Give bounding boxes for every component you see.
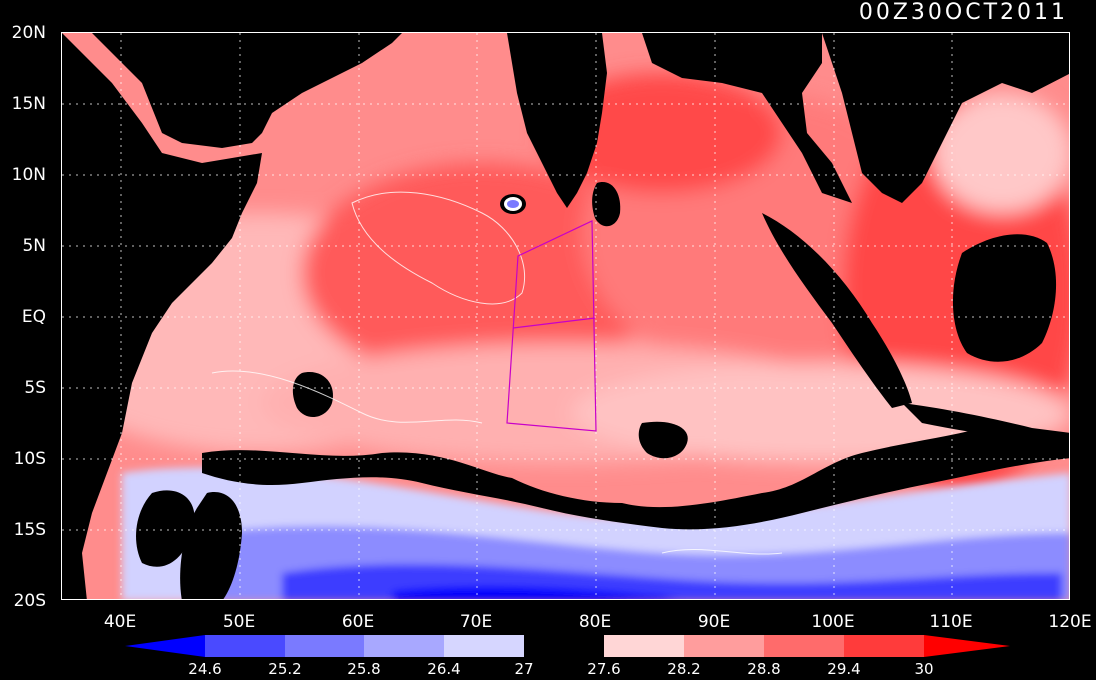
colorbar-label: 28.8 [747, 660, 781, 678]
graticule [62, 33, 1069, 599]
lon-label-50e: 50E [222, 612, 256, 632]
colorbar-label: 26.4 [427, 660, 461, 678]
colorbar-segment [844, 635, 924, 657]
lat-label-15s: 15S [13, 520, 46, 540]
colorbar-label: 25.8 [347, 660, 381, 678]
lat-label-10n: 10N [11, 165, 46, 185]
lat-label-5s: 5S [24, 378, 46, 398]
sst-map-canvas [62, 33, 1069, 599]
colorbar-segment [444, 635, 524, 657]
lat-label-15n: 15N [11, 94, 46, 114]
colorbar-label: 24.6 [188, 660, 222, 678]
colorbar-segment [764, 635, 844, 657]
colorbar-segment [205, 635, 285, 657]
lat-label-5n: 5N [22, 236, 46, 256]
colorbar-segment [684, 635, 764, 657]
lon-label-110e: 110E [929, 612, 973, 632]
lat-label-20s: 20S [13, 591, 46, 611]
lon-label-90e: 90E [697, 612, 731, 632]
colorbar-segment [364, 635, 444, 657]
colorbar-arrow-low [125, 635, 205, 657]
lon-label-120e: 120E [1048, 612, 1092, 632]
cold-eddy [500, 194, 526, 214]
colorbar-label: 29.4 [827, 660, 861, 678]
study-region-box [506, 220, 597, 432]
lat-label-20n: 20N [11, 23, 46, 43]
lon-label-100e: 100E [811, 612, 855, 632]
colorbar-segment [604, 635, 684, 657]
lat-label-eq: EQ [21, 307, 46, 327]
colorbar-segment [285, 635, 364, 657]
colorbar [125, 635, 1010, 657]
sst-map [61, 32, 1070, 600]
lon-label-60e: 60E [341, 612, 375, 632]
map-title: 00Z30OCT2011 [858, 0, 1068, 25]
colorbar-arrow-high [924, 635, 1010, 657]
colorbar-label: 25.2 [268, 660, 302, 678]
colorbar-label: 30 [914, 660, 934, 678]
lon-label-70e: 70E [459, 612, 493, 632]
colorbar-label: 27.6 [587, 660, 621, 678]
colorbar-segment [524, 635, 604, 657]
lat-label-10s: 10S [13, 449, 46, 469]
colorbar-label: 28.2 [667, 660, 701, 678]
lon-label-80e: 80E [578, 612, 612, 632]
colorbar-label: 27 [514, 660, 534, 678]
lon-label-40e: 40E [103, 612, 137, 632]
